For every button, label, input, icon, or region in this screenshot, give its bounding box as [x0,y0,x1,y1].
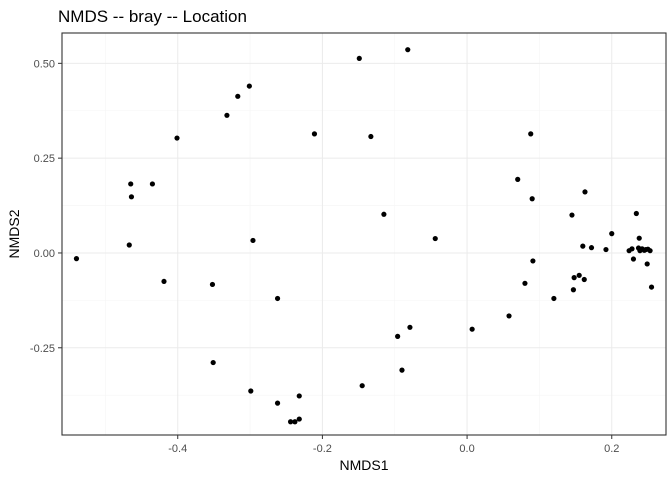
data-point [647,248,653,254]
data-point [128,194,135,200]
data-point [603,246,609,253]
x-axis: -0.4 -0.2 0.0 0.2 [168,435,619,455]
data-point [246,83,252,89]
data-point [588,245,595,251]
data-point [149,181,156,187]
data-point [522,280,528,286]
data-point [248,388,254,394]
y-tick-label: -0.25 [30,343,55,355]
data-point [395,333,401,339]
data-point [224,112,230,118]
data-point [633,210,639,217]
grid-lines [62,33,666,435]
y-tick-label: 0.50 [34,58,55,70]
data-point [405,47,411,53]
data-point [432,235,438,242]
x-tick-label: -0.4 [168,443,187,455]
data-point [609,231,615,237]
y-tick-label: 0.00 [34,248,55,260]
chart-title: NMDS -- bray -- Location [58,7,247,26]
data-point [469,326,475,332]
data-point [381,211,387,217]
data-point [506,313,512,319]
data-point [407,324,413,330]
data-point [210,359,216,366]
data-point [292,419,298,425]
data-point [570,287,577,293]
y-tick-label: 0.25 [34,153,55,165]
data-point [311,131,318,137]
data-point [581,276,587,283]
y-axis: -0.25 0.00 0.25 0.50 [30,58,62,355]
data-point [515,176,521,182]
data-point [368,133,374,140]
data-point [580,243,586,249]
x-tick-label: 0.0 [459,443,474,455]
data-point [648,284,655,290]
data-point [174,135,180,141]
data-point [576,272,582,278]
data-points [73,47,655,425]
data-point [636,235,642,241]
data-point [529,196,535,202]
data-point [630,256,637,262]
x-tick-label: 0.2 [604,443,619,455]
data-point [399,367,405,373]
data-point [161,278,167,285]
data-point [582,189,588,195]
data-point [551,295,557,302]
x-tick-label: -0.2 [313,443,332,455]
data-point [235,93,241,99]
data-point [274,400,281,406]
data-point [528,131,534,137]
data-point [356,55,362,62]
data-point [644,261,650,267]
data-point [569,212,575,218]
x-axis-title: NMDS1 [339,457,388,473]
data-point [296,416,302,422]
data-point [209,281,216,288]
data-point [250,237,256,244]
data-point [128,181,134,187]
data-point [274,295,281,302]
data-point [287,419,294,425]
data-point [296,393,302,399]
data-point [530,258,536,264]
data-point [73,256,80,262]
data-point [629,246,635,252]
data-point [359,383,365,389]
data-point [126,242,132,248]
plot-panel-border [61,32,667,436]
data-point [571,275,577,281]
y-axis-title: NMDS2 [6,209,22,258]
